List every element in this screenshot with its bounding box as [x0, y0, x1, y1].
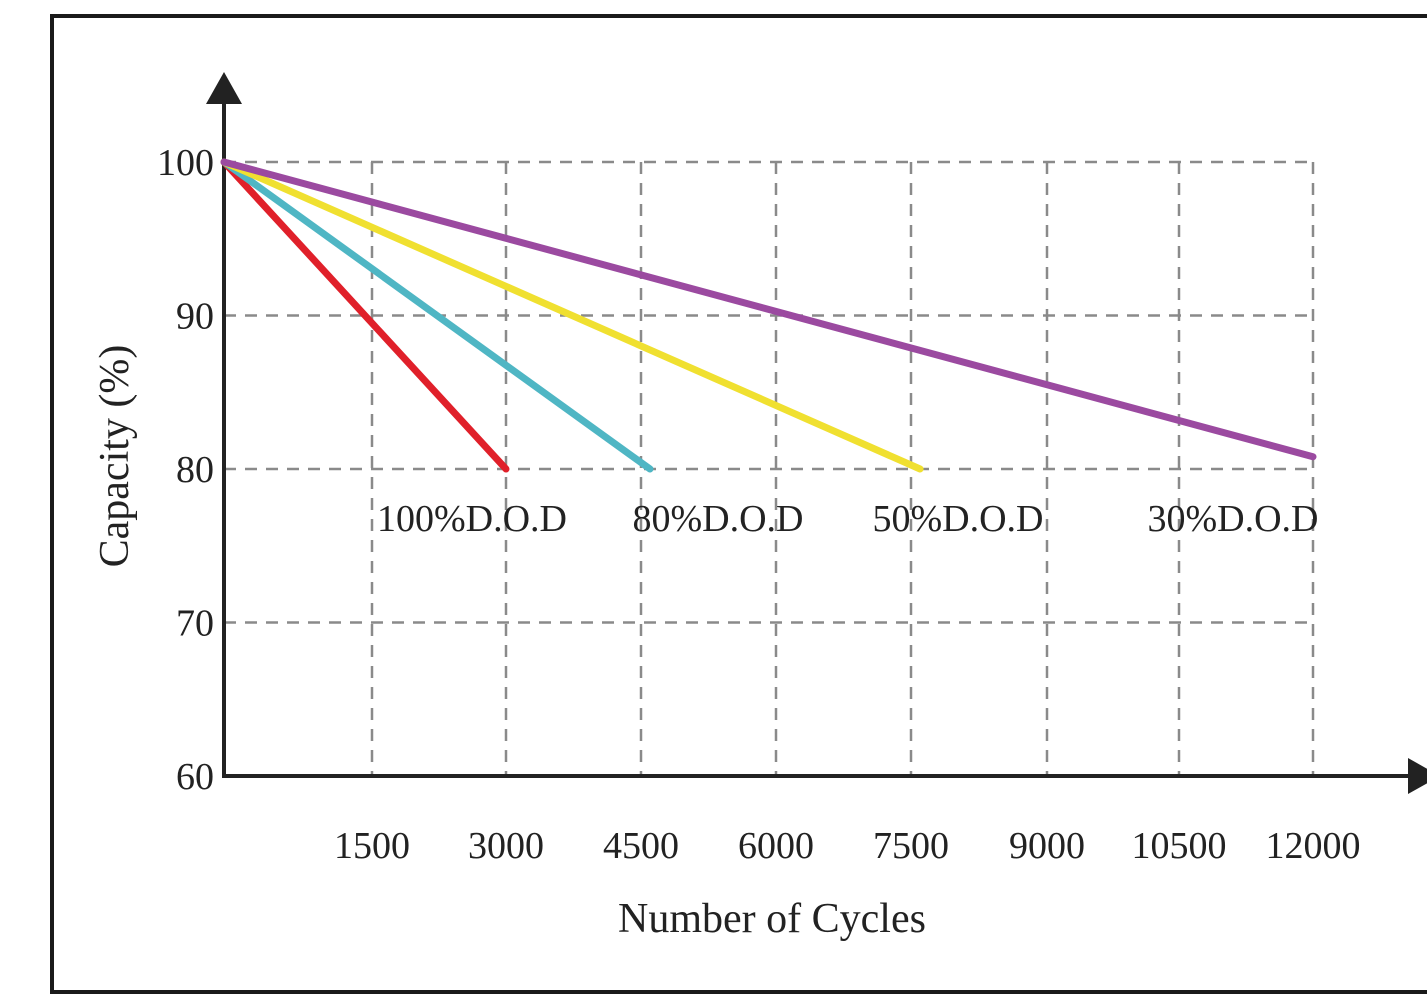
x-tick-label-6000: 6000 [738, 825, 814, 867]
y-tick-label-70: 70 [176, 603, 214, 645]
tick-labels: 100 90 80 70 60 1500 3000 4500 6000 7500 9000 10500… [157, 142, 1361, 867]
series-label-1: 100%D.O.D [377, 498, 567, 540]
x-tick-label-1500: 1500 [334, 825, 410, 867]
y-tick-label-80: 80 [176, 449, 214, 491]
x-tick-label-10500: 10500 [1132, 825, 1227, 867]
x-tick-label-9000: 9000 [1009, 825, 1085, 867]
series-label-4: 30%D.O.D [1148, 498, 1319, 540]
y-tick-label-60: 60 [176, 756, 214, 798]
x-axis-title: Number of Cycles [618, 896, 926, 942]
capacity-cycles-chart: 100 90 80 70 60 1500 3000 4500 6000 7500 9000 10500… [92, 72, 1427, 942]
y-tick-label-100: 100 [157, 142, 214, 184]
series-labels: 100%D.O.D 80%D.O.D 50%D.O.D 30%D.O.D [377, 498, 1318, 540]
x-tick-label-4500: 4500 [603, 825, 679, 867]
x-axis-arrow [1408, 758, 1427, 794]
series-line-3 [220, 158, 924, 473]
series-line-1 [220, 158, 510, 473]
x-tick-label-7500: 7500 [873, 825, 949, 867]
x-tick-label-3000: 3000 [468, 825, 544, 867]
series-line-4 [220, 158, 1317, 461]
y-tick-label-90: 90 [176, 296, 214, 338]
x-tick-label-12000: 12000 [1266, 825, 1361, 867]
series-label-3: 50%D.O.D [873, 498, 1044, 540]
y-axis-title: Capacity (%) [92, 345, 138, 568]
grid [224, 160, 1315, 776]
series-label-2: 80%D.O.D [633, 498, 804, 540]
y-axis-arrow [206, 72, 242, 104]
series-lines [220, 158, 1317, 473]
axes [206, 72, 1427, 794]
series-line-2 [220, 158, 654, 473]
